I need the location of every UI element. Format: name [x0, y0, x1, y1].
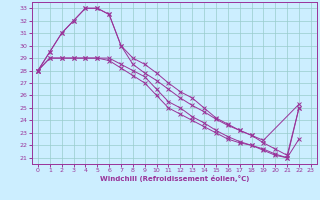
X-axis label: Windchill (Refroidissement éolien,°C): Windchill (Refroidissement éolien,°C): [100, 175, 249, 182]
